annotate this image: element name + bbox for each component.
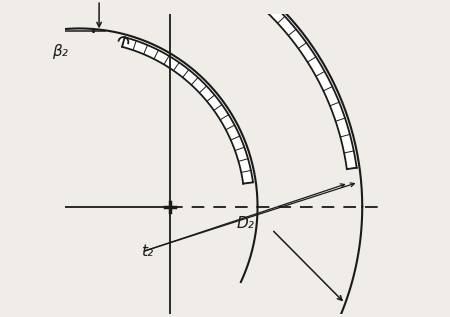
Text: β₂: β₂: [52, 43, 68, 59]
Polygon shape: [119, 37, 128, 43]
Polygon shape: [89, 0, 357, 169]
Polygon shape: [122, 37, 253, 184]
Text: D₂: D₂: [237, 216, 255, 231]
Text: t₂: t₂: [142, 244, 153, 260]
